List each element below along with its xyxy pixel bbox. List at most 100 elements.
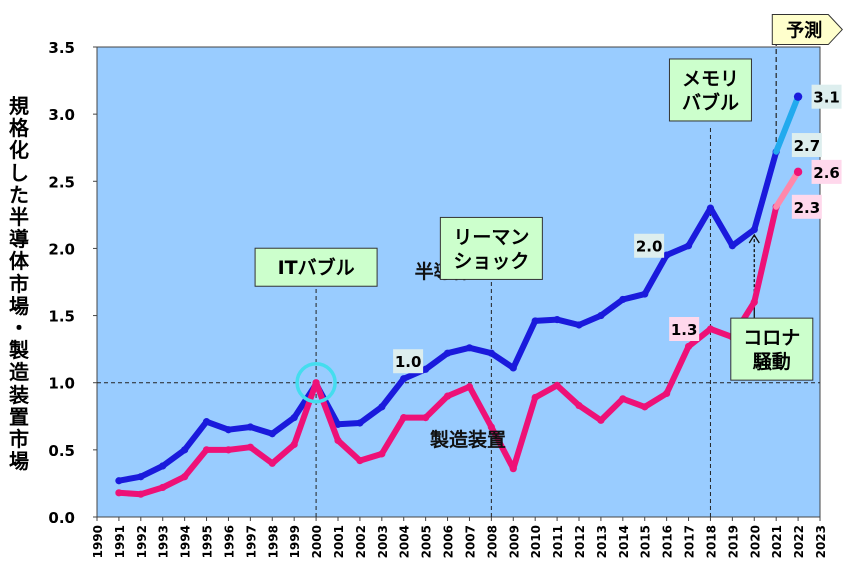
series-point bbox=[181, 473, 189, 481]
series-point bbox=[312, 379, 320, 387]
x-tick-label: 2023 bbox=[814, 525, 828, 558]
forecast-label: 予測 bbox=[786, 20, 822, 42]
highlight-circle bbox=[295, 361, 337, 404]
annotation-box bbox=[439, 216, 543, 280]
series-point bbox=[684, 242, 693, 250]
y-tick-label: 2.5 bbox=[48, 173, 75, 191]
x-tick-label: 2000 bbox=[310, 525, 324, 558]
series-point bbox=[509, 364, 517, 372]
data-label-bg bbox=[791, 133, 822, 158]
x-tick-label: 2022 bbox=[792, 525, 806, 558]
series-point bbox=[619, 395, 627, 403]
corona-arrow-head bbox=[748, 233, 760, 244]
y-tick-label: 1.0 bbox=[48, 375, 75, 393]
data-label-bg bbox=[791, 194, 822, 219]
data-label-bg bbox=[634, 233, 665, 258]
x-tick-label: 2012 bbox=[573, 525, 587, 558]
x-tick-label: 2013 bbox=[595, 525, 609, 558]
series-point bbox=[465, 383, 474, 391]
series-point bbox=[706, 204, 715, 212]
annotation-box bbox=[254, 247, 378, 287]
data-label: 2.3 bbox=[791, 194, 822, 219]
forecast-line-0 bbox=[773, 93, 802, 155]
y-tick-label: 0.5 bbox=[48, 442, 75, 460]
annotation-box bbox=[668, 58, 752, 122]
x-tick-label: 2009 bbox=[507, 525, 521, 558]
x-tick-label: 1994 bbox=[179, 525, 193, 558]
x-tick-label: 1991 bbox=[113, 525, 127, 558]
series-point bbox=[159, 462, 167, 470]
series-point bbox=[531, 393, 539, 402]
series-point bbox=[137, 490, 145, 498]
series-point bbox=[115, 477, 123, 485]
series-point bbox=[334, 420, 342, 428]
x-tick-label: 1996 bbox=[222, 525, 236, 558]
series-point bbox=[224, 426, 233, 434]
x-tick-label: 2008 bbox=[485, 525, 499, 558]
series-point bbox=[290, 414, 298, 422]
series-label: 製造装置 bbox=[429, 428, 506, 451]
x-tick-label: 2020 bbox=[748, 525, 762, 558]
annotation-text: コロナ bbox=[743, 327, 800, 349]
x-tick-label: 1998 bbox=[266, 525, 280, 558]
y-axis-title: 規格化した半導体市場・製造装置市場 bbox=[9, 94, 29, 474]
x-tick-label: 1997 bbox=[244, 525, 258, 558]
x-tick-label: 2002 bbox=[354, 525, 368, 558]
series-point bbox=[268, 459, 276, 467]
series-point bbox=[750, 226, 758, 234]
series-point bbox=[531, 317, 539, 325]
y-tick-label: 1.5 bbox=[48, 308, 75, 326]
forecast-line-1 bbox=[773, 168, 802, 210]
series-point bbox=[246, 443, 254, 451]
series-point bbox=[181, 446, 189, 454]
x-tick-label: 1992 bbox=[135, 525, 149, 558]
data-label: 2.0 bbox=[634, 233, 665, 258]
data-label-bg bbox=[811, 84, 842, 109]
series-point bbox=[356, 419, 364, 427]
annotation: ITバブル bbox=[254, 247, 378, 287]
series-point bbox=[422, 414, 430, 422]
series-point bbox=[159, 483, 167, 492]
series-point bbox=[334, 436, 342, 445]
series-point bbox=[684, 342, 693, 351]
series-point bbox=[728, 242, 736, 250]
data-label-bg bbox=[393, 349, 424, 374]
data-label-text: 1.3 bbox=[671, 321, 698, 339]
data-label-text: 2.6 bbox=[813, 164, 840, 182]
series-point bbox=[422, 365, 430, 373]
annotation-text: ITバブル bbox=[278, 256, 355, 279]
annotation: 予測 bbox=[771, 14, 843, 46]
x-tick-label: 2004 bbox=[398, 525, 412, 558]
series-point bbox=[575, 401, 583, 410]
x-tick-label: 2006 bbox=[442, 525, 456, 558]
series-point bbox=[641, 403, 649, 411]
series-point bbox=[246, 423, 254, 431]
series-point bbox=[268, 430, 276, 438]
series-point bbox=[487, 423, 495, 431]
y-tick-label: 3.0 bbox=[48, 106, 75, 124]
annotation-text: リーマン bbox=[453, 226, 529, 248]
x-tick-label: 2014 bbox=[617, 525, 631, 558]
data-label: 2.6 bbox=[811, 159, 842, 184]
series-point bbox=[224, 446, 233, 454]
data-label: 3.1 bbox=[811, 84, 842, 109]
series-point bbox=[443, 392, 452, 400]
series-point bbox=[465, 344, 474, 352]
x-tick-label: 2017 bbox=[683, 525, 697, 558]
y-tick-label: 2.0 bbox=[48, 240, 75, 258]
series-point bbox=[400, 414, 408, 422]
series-point bbox=[553, 316, 561, 324]
x-tick-label: 2011 bbox=[551, 525, 565, 558]
x-tick-label: 1990 bbox=[91, 525, 105, 558]
series-point bbox=[663, 389, 671, 398]
data-label: 1.0 bbox=[393, 349, 424, 374]
x-tick-label: 2016 bbox=[661, 525, 675, 558]
y-tick-label: 3.5 bbox=[48, 39, 75, 57]
y-tick-label: 0.0 bbox=[48, 509, 75, 527]
series-point bbox=[443, 349, 452, 357]
series-point bbox=[115, 489, 123, 497]
series-point bbox=[575, 321, 583, 329]
